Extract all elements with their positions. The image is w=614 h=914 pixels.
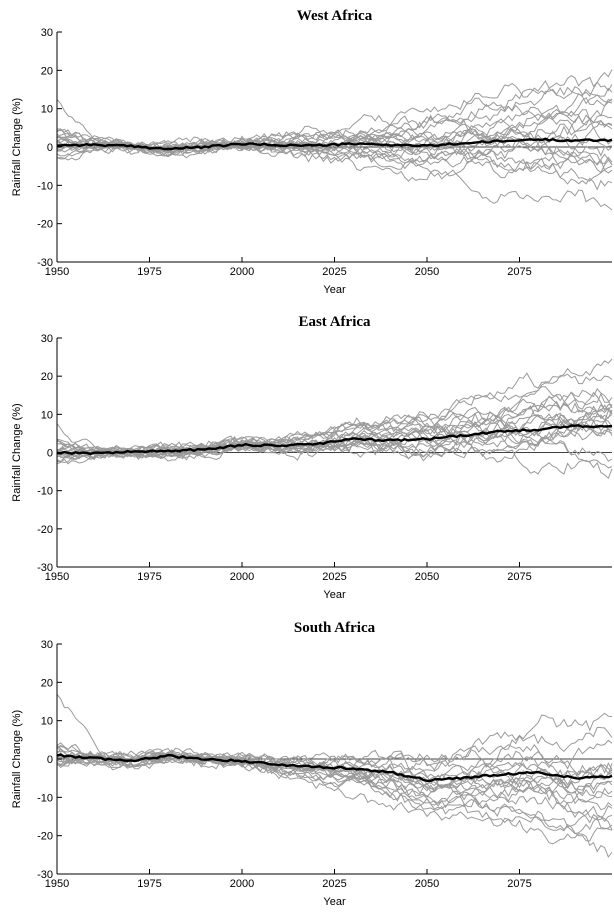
- y-axis-label: Rainfall Change (%): [11, 403, 23, 501]
- ensemble-members: [56, 693, 613, 858]
- panel-2: East Africa -30 -20 -10 0 10 20 30 1950 1975 2000 2…: [11, 314, 613, 601]
- x-tick-label: 2050: [415, 266, 439, 278]
- ensemble-line-16: [56, 744, 613, 821]
- x-tick-label: 2025: [322, 878, 346, 890]
- y-tick-label: 30: [41, 27, 53, 39]
- x-tick-label: 1975: [137, 266, 161, 278]
- x-tick-label: 2025: [322, 571, 346, 583]
- ensemble-members: [56, 358, 613, 480]
- y-tick-label: 10: [41, 409, 53, 421]
- panel-title: West Africa: [297, 8, 373, 24]
- ensemble-line-20: [56, 439, 613, 480]
- y-tick-label: -30: [37, 562, 53, 574]
- y-tick-label: -30: [37, 869, 53, 881]
- x-tick-label: 2050: [415, 571, 439, 583]
- ensemble-line-1: [56, 693, 613, 767]
- y-tick-label: -30: [37, 257, 53, 269]
- ensemble-mean-line: [56, 753, 613, 782]
- y-axis-label: Rainfall Change (%): [11, 98, 23, 196]
- y-tick-label: 30: [41, 333, 53, 345]
- y-tick-label: 10: [41, 716, 53, 728]
- ensemble-line-19: [56, 434, 613, 469]
- ensemble-line-18: [56, 439, 613, 463]
- x-tick-label: 1950: [45, 266, 69, 278]
- y-tick-label: 10: [41, 104, 53, 116]
- ensemble-line-4: [56, 748, 613, 776]
- y-tick-label: -20: [37, 831, 53, 843]
- y-tick-label: 20: [41, 65, 53, 77]
- ensemble-line-17: [56, 140, 613, 179]
- panel-title: East Africa: [298, 314, 371, 330]
- y-tick-label: -20: [37, 219, 53, 231]
- x-tick-label: 2075: [507, 266, 531, 278]
- y-tick-label: 0: [47, 448, 53, 460]
- x-tick-label: 1975: [137, 878, 161, 890]
- panel-1: West Africa -30 -20 -10 0 10 20 30 1950 1975 2000 2…: [11, 8, 613, 296]
- y-axis-label: Rainfall Change (%): [11, 710, 23, 808]
- ensemble-mean-line: [56, 424, 613, 456]
- x-tick-label: 2000: [230, 571, 254, 583]
- x-tick-label: 1975: [137, 571, 161, 583]
- x-tick-label: 2000: [230, 878, 254, 890]
- ensemble-line-6: [56, 101, 613, 154]
- ensemble-line-18: [56, 755, 613, 842]
- ensemble-line-20: [56, 140, 613, 211]
- ensemble-line-20: [56, 750, 613, 858]
- ensemble-line-17: [56, 751, 613, 831]
- ensemble-line-19: [56, 754, 613, 835]
- ensemble-line-2: [56, 726, 613, 769]
- y-tick-label: -10: [37, 180, 53, 192]
- x-tick-label: 2000: [230, 266, 254, 278]
- ensemble-line-11: [56, 753, 613, 796]
- x-tick-label: 2050: [415, 878, 439, 890]
- y-tick-label: 20: [41, 371, 53, 383]
- y-tick-label: 20: [41, 677, 53, 689]
- x-axis-label: Year: [323, 589, 346, 601]
- panel-3: South Africa -30 -20 -10 0 10 20 30 1950 1975 2000…: [11, 620, 613, 908]
- x-axis-label: Year: [323, 284, 346, 296]
- x-tick-label: 1950: [45, 571, 69, 583]
- y-tick-label: 0: [47, 754, 53, 766]
- x-tick-label: 1950: [45, 878, 69, 890]
- ensemble-line-19: [56, 138, 613, 191]
- ensemble-mean-line: [57, 137, 613, 151]
- x-tick-label: 2025: [322, 266, 346, 278]
- y-tick-label: 0: [47, 142, 53, 154]
- x-axis-label: Year: [323, 896, 346, 908]
- x-tick-label: 2075: [507, 878, 531, 890]
- y-tick-label: -10: [37, 486, 53, 498]
- y-tick-label: -20: [37, 524, 53, 536]
- y-tick-label: -10: [37, 792, 53, 804]
- panel-title: South Africa: [294, 620, 376, 636]
- x-tick-label: 2075: [507, 571, 531, 583]
- y-tick-label: 30: [41, 639, 53, 651]
